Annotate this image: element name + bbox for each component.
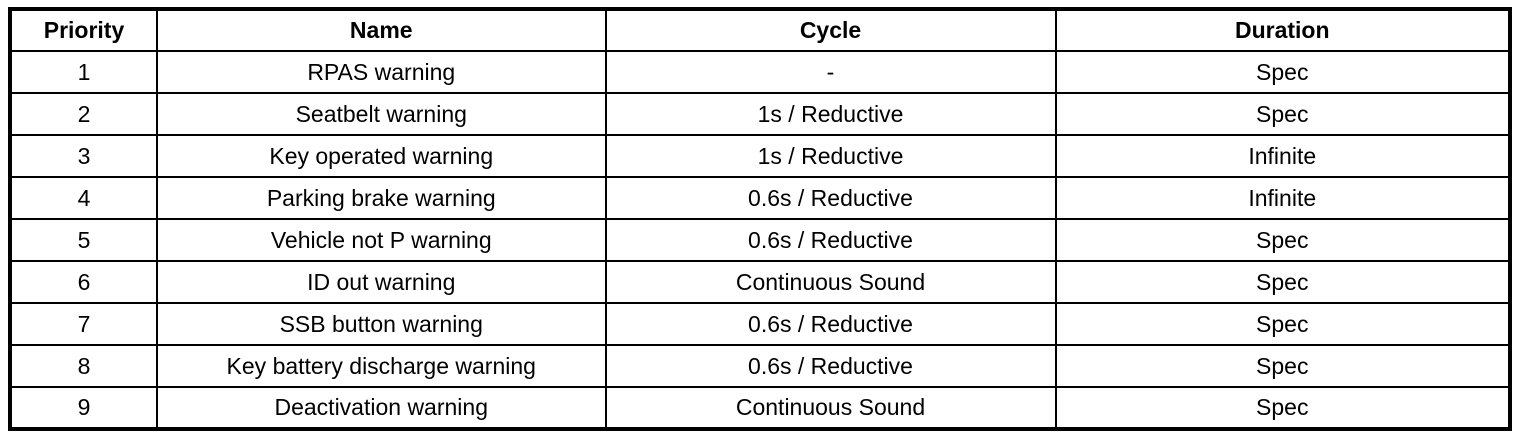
cell-name: Key operated warning xyxy=(156,134,607,178)
cell-name: Vehicle not P warning xyxy=(156,218,607,262)
cell-duration: Spec xyxy=(1054,386,1511,430)
cell-name: ID out warning xyxy=(156,260,607,304)
cell-duration: Spec xyxy=(1054,218,1511,262)
cell-cycle: 1s / Reductive xyxy=(604,92,1057,136)
cell-duration: Spec xyxy=(1054,344,1511,388)
table-row: 5 Vehicle not P warning 0.6s / Reductive Sp… xyxy=(9,218,1511,262)
cell-priority: 7 xyxy=(9,302,158,346)
cell-priority: 5 xyxy=(9,218,158,262)
cell-duration: Infinite xyxy=(1054,176,1511,220)
table-row: 7 SSB button warning 0.6s / Reductive Spec xyxy=(9,302,1511,346)
cell-duration: Spec xyxy=(1054,302,1511,346)
cell-name: RPAS warning xyxy=(156,50,607,94)
cell-cycle: 1s / Reductive xyxy=(604,134,1057,178)
column-header-name: Name xyxy=(156,8,607,52)
cell-duration: Spec xyxy=(1054,260,1511,304)
cell-priority: 2 xyxy=(9,92,158,136)
table-row: 3 Key operated warning 1s / Reductive Infin… xyxy=(9,134,1511,178)
cell-name: Key battery discharge warning xyxy=(156,344,607,388)
cell-cycle: 0.6s / Reductive xyxy=(604,344,1057,388)
cell-cycle: 0.6s / Reductive xyxy=(604,302,1057,346)
cell-duration: Infinite xyxy=(1054,134,1511,178)
cell-cycle: 0.6s / Reductive xyxy=(604,176,1057,220)
table-row: 6 ID out warning Continuous Sound Spec xyxy=(9,260,1511,304)
column-header-priority: Priority xyxy=(9,8,158,52)
cell-name: Parking brake warning xyxy=(156,176,607,220)
cell-priority: 1 xyxy=(9,50,158,94)
table-row: 8 Key battery discharge warning 0.6s / Red… xyxy=(9,344,1511,388)
cell-priority: 9 xyxy=(9,386,158,430)
column-header-cycle: Cycle xyxy=(604,8,1057,52)
table-row: 1 RPAS warning - Spec xyxy=(9,50,1511,94)
column-header-duration: Duration xyxy=(1054,8,1511,52)
warning-priority-table: Priority Name Cycle Duration 1 RPAS warning -… xyxy=(8,7,1512,431)
cell-name: Seatbelt warning xyxy=(156,92,607,136)
cell-name: SSB button warning xyxy=(156,302,607,346)
cell-cycle: Continuous Sound xyxy=(604,386,1057,430)
cell-duration: Spec xyxy=(1054,92,1511,136)
table-row: 9 Deactivation warning Continuous Sound Spe… xyxy=(9,386,1511,430)
cell-priority: 3 xyxy=(9,134,158,178)
cell-priority: 6 xyxy=(9,260,158,304)
cell-duration: Spec xyxy=(1054,50,1511,94)
header-row: Priority Name Cycle Duration xyxy=(9,8,1511,52)
cell-name: Deactivation warning xyxy=(156,386,607,430)
cell-priority: 4 xyxy=(9,176,158,220)
table-row: 4 Parking brake warning 0.6s / Reductive In… xyxy=(9,176,1511,220)
cell-priority: 8 xyxy=(9,344,158,388)
cell-cycle: 0.6s / Reductive xyxy=(604,218,1057,262)
cell-cycle: Continuous Sound xyxy=(604,260,1057,304)
table-row: 2 Seatbelt warning 1s / Reductive Spec xyxy=(9,92,1511,136)
cell-cycle: - xyxy=(604,50,1057,94)
